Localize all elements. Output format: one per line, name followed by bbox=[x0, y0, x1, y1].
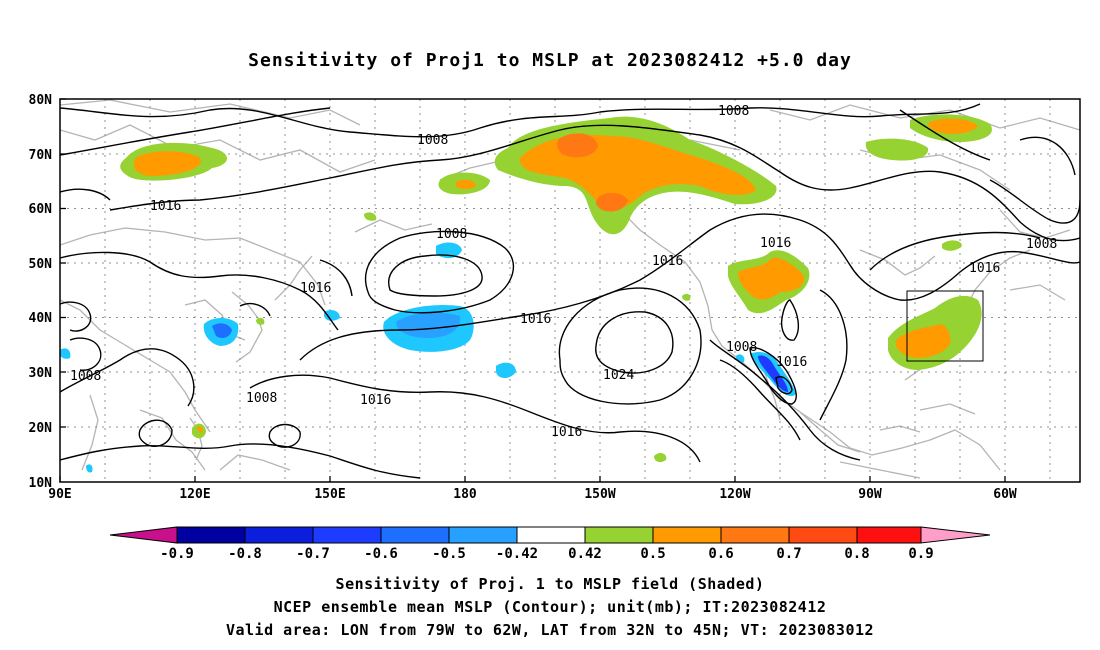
colorbar-label: 0.42 bbox=[568, 546, 602, 562]
colorbar-swatch bbox=[584, 526, 654, 544]
contour-label: 1008 bbox=[246, 391, 277, 406]
shade-greenland-west bbox=[865, 138, 929, 161]
colorbar-swatch bbox=[788, 526, 858, 544]
lat-label: 30N bbox=[29, 366, 53, 381]
shade-baffin-core bbox=[928, 118, 978, 134]
contour-labels: 1008 1008 1016 1008 1016 1016 1016 1016 … bbox=[70, 104, 1057, 440]
lon-label: 150E bbox=[314, 487, 345, 502]
colorbar-swatch bbox=[516, 526, 586, 544]
colorbar-swatch bbox=[380, 526, 450, 544]
contour-label: 1016 bbox=[652, 254, 683, 269]
shade-central-pacific-core bbox=[396, 312, 461, 338]
colorbar-label: -0.5 bbox=[432, 546, 466, 562]
contour-label: 1016 bbox=[520, 312, 551, 327]
colorbar-pos-tip bbox=[920, 526, 991, 544]
caption-contour: NCEP ensemble mean MSLP (Contour); unit(… bbox=[273, 598, 827, 616]
shade-bering-core bbox=[456, 179, 476, 189]
colorbar-swatch bbox=[720, 526, 790, 544]
colorbar-label: 0.5 bbox=[640, 546, 665, 562]
shade-small-3 bbox=[682, 293, 691, 301]
shade-pacific-small-2 bbox=[324, 310, 340, 321]
colorbar-label: -0.9 bbox=[160, 546, 194, 562]
shade-small-2 bbox=[364, 212, 377, 221]
shade-pacific-small bbox=[496, 362, 516, 378]
shade-gulf-alaska bbox=[595, 192, 628, 212]
colorbar-swatch bbox=[312, 526, 382, 544]
colorbar-label: 0.6 bbox=[708, 546, 733, 562]
shade-rockies-orange bbox=[738, 257, 805, 300]
shade-aleutian bbox=[436, 242, 462, 259]
contour-label: 1016 bbox=[760, 236, 791, 251]
colorbar-label: -0.42 bbox=[496, 546, 538, 562]
colorbar-label: -0.7 bbox=[296, 546, 330, 562]
contour-label: 1008 bbox=[718, 104, 749, 119]
lon-label: 60W bbox=[993, 487, 1017, 502]
lat-label: 20N bbox=[29, 421, 53, 436]
colorbar-label: 0.7 bbox=[776, 546, 801, 562]
shade-east-coast-orange bbox=[895, 324, 951, 358]
shade-south-small bbox=[86, 464, 93, 473]
contour-label: 1016 bbox=[150, 199, 181, 214]
colorbar bbox=[109, 526, 991, 544]
lon-label: 180 bbox=[453, 487, 477, 502]
colorbar-label: -0.8 bbox=[228, 546, 262, 562]
lat-label: 40N bbox=[29, 311, 53, 326]
shade-east-china-core bbox=[196, 426, 203, 434]
positive-sensitivity-shading bbox=[120, 114, 992, 463]
valid-area-box bbox=[906, 290, 984, 362]
longitude-labels: 90E 120E 150E 180 150W 120W 90W 60W bbox=[48, 487, 1017, 502]
shade-small-1 bbox=[654, 453, 667, 463]
colorbar-label: 0.8 bbox=[844, 546, 869, 562]
colorbar-swatch bbox=[244, 526, 314, 544]
contour-label: 1016 bbox=[300, 281, 331, 296]
contour-label: 1008 bbox=[70, 369, 101, 384]
colorbar-swatch bbox=[448, 526, 518, 544]
contour-label: 1024 bbox=[603, 368, 634, 383]
colorbar-label: -0.6 bbox=[364, 546, 398, 562]
map-title: Sensitivity of Proj1 to MSLP at 20230824… bbox=[248, 50, 852, 71]
contour-label: 1016 bbox=[360, 393, 391, 408]
shade-labrador-sm bbox=[942, 240, 962, 251]
lon-label: 120E bbox=[179, 487, 210, 502]
colorbar-swatch bbox=[856, 526, 922, 544]
caption-shading: Sensitivity of Proj. 1 to MSLP field (Sh… bbox=[335, 575, 765, 593]
shade-alaska-red bbox=[557, 133, 598, 158]
shade-mexico-coast-core bbox=[758, 355, 788, 392]
contour-label: 1016 bbox=[551, 425, 582, 440]
contour-label: 1016 bbox=[776, 355, 807, 370]
lon-label: 90E bbox=[48, 487, 71, 502]
lat-label: 70N bbox=[29, 148, 53, 163]
colorbar-swatch bbox=[176, 526, 246, 544]
lat-label: 10N bbox=[29, 476, 53, 491]
caption-valid-area: Valid area: LON from 79W to 62W, LAT fro… bbox=[225, 621, 875, 639]
colorbar-swatch bbox=[652, 526, 722, 544]
mslp-contours bbox=[60, 103, 1080, 479]
contour-label: 1008 bbox=[417, 133, 448, 148]
lon-label: 150W bbox=[584, 487, 615, 502]
colorbar-label: 0.9 bbox=[908, 546, 933, 562]
colorbar-neg-tip bbox=[109, 526, 178, 544]
lat-label: 50N bbox=[29, 257, 53, 272]
colorbar-labels: -0.9 -0.8 -0.7 -0.6 -0.5 -0.42 0.42 0.5 … bbox=[160, 546, 934, 562]
shade-arctic-siberia-core bbox=[133, 151, 201, 176]
lat-label: 60N bbox=[29, 202, 53, 217]
tick-marks bbox=[59, 98, 1006, 482]
plot-frame bbox=[59, 98, 1081, 483]
shade-small-4 bbox=[256, 317, 265, 325]
contour-label: 1008 bbox=[436, 227, 467, 242]
latitude-labels: 80N 70N 60N 50N 40N 30N 20N 10N bbox=[29, 93, 53, 491]
contour-label: 1008 bbox=[726, 340, 757, 355]
grid-lines bbox=[60, 99, 1080, 482]
lat-label: 80N bbox=[29, 93, 53, 108]
map-plot-area bbox=[60, 99, 1080, 482]
lon-label: 90W bbox=[858, 487, 882, 502]
contour-label: 1008 bbox=[1026, 237, 1057, 252]
shade-japan-core bbox=[212, 323, 232, 338]
contour-label: 1016 bbox=[969, 261, 1000, 276]
lon-label: 120W bbox=[719, 487, 750, 502]
shade-west-edge bbox=[60, 348, 71, 359]
